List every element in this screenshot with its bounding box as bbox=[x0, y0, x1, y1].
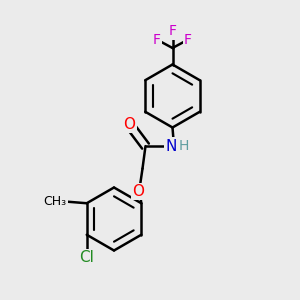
Text: N: N bbox=[165, 139, 177, 154]
Text: Cl: Cl bbox=[79, 250, 94, 265]
Text: F: F bbox=[184, 33, 192, 46]
Text: O: O bbox=[132, 184, 144, 199]
Text: F: F bbox=[169, 25, 176, 38]
Text: CH₃: CH₃ bbox=[44, 195, 67, 208]
Text: O: O bbox=[124, 117, 136, 132]
Text: F: F bbox=[153, 33, 161, 46]
Text: H: H bbox=[178, 139, 189, 153]
